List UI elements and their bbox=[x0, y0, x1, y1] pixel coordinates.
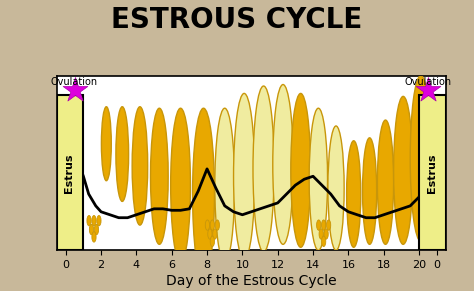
Ellipse shape bbox=[291, 93, 310, 247]
Ellipse shape bbox=[328, 126, 344, 250]
Ellipse shape bbox=[309, 108, 328, 250]
Ellipse shape bbox=[151, 108, 168, 244]
Ellipse shape bbox=[210, 236, 214, 246]
Ellipse shape bbox=[94, 224, 99, 235]
Ellipse shape bbox=[410, 76, 431, 241]
Ellipse shape bbox=[132, 107, 148, 225]
Ellipse shape bbox=[116, 107, 128, 201]
Ellipse shape bbox=[327, 220, 331, 230]
Ellipse shape bbox=[321, 220, 326, 230]
Ellipse shape bbox=[205, 220, 210, 230]
Ellipse shape bbox=[208, 229, 212, 239]
Ellipse shape bbox=[324, 229, 328, 239]
Ellipse shape bbox=[253, 86, 274, 252]
Ellipse shape bbox=[171, 108, 191, 262]
Ellipse shape bbox=[92, 216, 96, 226]
Point bbox=[71, 88, 78, 93]
Point bbox=[424, 88, 432, 93]
Ellipse shape bbox=[210, 220, 214, 230]
Bar bbox=[419, 95, 446, 250]
Ellipse shape bbox=[273, 85, 293, 244]
Ellipse shape bbox=[363, 138, 377, 244]
Ellipse shape bbox=[317, 220, 321, 230]
Ellipse shape bbox=[215, 220, 219, 230]
Ellipse shape bbox=[97, 216, 101, 226]
Text: ESTROUS CYCLE: ESTROUS CYCLE bbox=[111, 6, 363, 34]
Ellipse shape bbox=[321, 236, 326, 246]
Ellipse shape bbox=[192, 108, 214, 280]
Text: Estrus: Estrus bbox=[427, 154, 438, 193]
Ellipse shape bbox=[213, 229, 217, 239]
Ellipse shape bbox=[346, 141, 361, 247]
Ellipse shape bbox=[90, 224, 94, 235]
Ellipse shape bbox=[393, 96, 413, 244]
Ellipse shape bbox=[101, 107, 111, 181]
X-axis label: Day of the Estrous Cycle: Day of the Estrous Cycle bbox=[166, 274, 337, 288]
Ellipse shape bbox=[234, 93, 255, 259]
Text: Ovulation: Ovulation bbox=[404, 77, 451, 87]
Ellipse shape bbox=[215, 108, 235, 262]
Ellipse shape bbox=[319, 229, 323, 239]
Ellipse shape bbox=[377, 120, 393, 244]
Ellipse shape bbox=[92, 232, 96, 242]
Bar bbox=[57, 95, 83, 250]
Ellipse shape bbox=[87, 216, 91, 226]
Text: Estrus: Estrus bbox=[64, 154, 74, 193]
Text: Ovulation: Ovulation bbox=[51, 77, 98, 87]
